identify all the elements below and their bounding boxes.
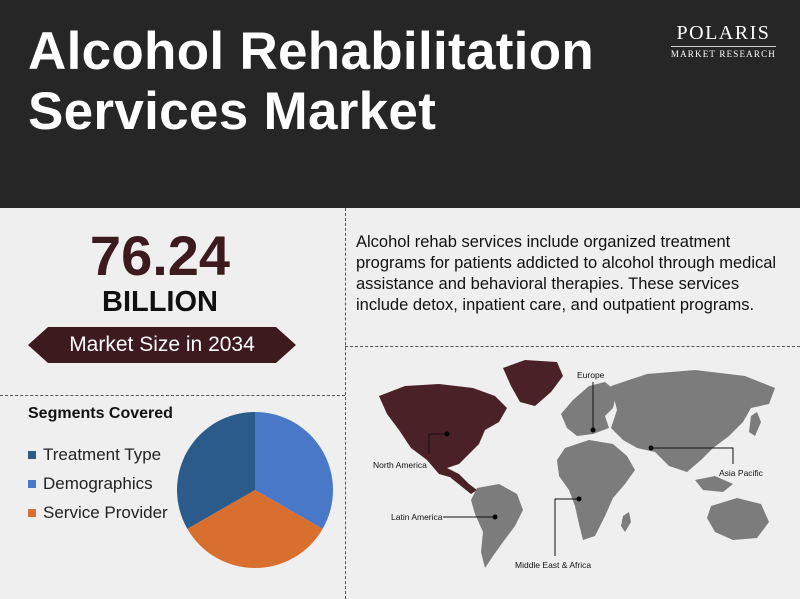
legend-item: Service Provider bbox=[28, 498, 168, 527]
polaris-logo: POLARIS MARKET RESEARCH bbox=[670, 22, 776, 59]
australia-shape bbox=[707, 498, 769, 540]
leader-middle-east-africa bbox=[554, 498, 579, 556]
label-middle-east-africa: Middle East & Africa bbox=[515, 560, 591, 570]
japan-shape bbox=[749, 412, 761, 436]
leader-north-america bbox=[428, 433, 447, 454]
callout-europe: Europe bbox=[577, 370, 605, 433]
legend-label: Demographics bbox=[43, 473, 153, 493]
callout-latin-america: Latin America bbox=[391, 512, 498, 522]
pie-slice-demographics bbox=[255, 412, 333, 529]
africa-shape bbox=[557, 440, 635, 540]
legend-item: Treatment Type bbox=[28, 440, 168, 469]
vertical-divider bbox=[345, 208, 346, 599]
market-size-banner: Market Size in 2034 bbox=[28, 327, 296, 363]
header-banner: Alcohol Rehabilitation Services Market P… bbox=[0, 0, 800, 208]
label-latin-america: Latin America bbox=[391, 512, 443, 522]
legend-swatch bbox=[28, 450, 36, 459]
legend-item: Demographics bbox=[28, 469, 168, 498]
central-america-shape bbox=[447, 468, 477, 494]
legend-swatch bbox=[28, 479, 36, 488]
legend-label: Treatment Type bbox=[43, 444, 162, 464]
pie-slice-treatment-type bbox=[177, 412, 255, 529]
logo-name: POLARIS bbox=[676, 22, 771, 44]
segments-title: Segments Covered bbox=[28, 405, 173, 422]
logo-subtitle: MARKET RESEARCH bbox=[670, 49, 776, 59]
legend-label: Service Provider bbox=[43, 502, 168, 522]
market-description: Alcohol rehab services include organized… bbox=[356, 233, 777, 314]
leader-asia-pacific bbox=[651, 447, 734, 464]
callout-asia-pacific: Asia Pacific bbox=[648, 445, 764, 478]
right-horizontal-divider bbox=[345, 346, 800, 347]
callout-north-america: North America bbox=[373, 431, 450, 470]
southeast-asia-islands-shape bbox=[695, 476, 733, 492]
label-europe: Europe bbox=[577, 370, 605, 380]
callout-middle-east-africa: Middle East & Africa bbox=[515, 496, 591, 570]
label-asia-pacific: Asia Pacific bbox=[719, 468, 764, 478]
pie-slice-service-provider bbox=[187, 490, 323, 568]
madagascar-shape bbox=[621, 512, 631, 532]
market-unit: BILLION bbox=[102, 286, 218, 318]
north-america-shape bbox=[379, 384, 507, 478]
page-title: Alcohol Rehabilitation Services Market bbox=[28, 22, 594, 142]
europe-shape bbox=[561, 382, 617, 436]
legend-swatch bbox=[28, 508, 36, 517]
south-america-shape bbox=[471, 484, 523, 568]
left-horizontal-divider bbox=[0, 395, 345, 396]
label-north-america: North America bbox=[373, 460, 427, 470]
world-map: North America Europe Asia Pacific Latin … bbox=[373, 360, 775, 570]
logo-divider bbox=[670, 46, 776, 47]
title-line-1: Alcohol Rehabilitation bbox=[28, 22, 595, 81]
segments-legend: Treatment Type Demographics Service Provid… bbox=[28, 440, 168, 527]
market-size-label: Market Size in 2034 bbox=[69, 333, 255, 356]
market-value: 76.24 bbox=[89, 224, 231, 287]
title-line-2: Services Market bbox=[28, 82, 437, 141]
greenland-shape bbox=[503, 360, 563, 406]
segments-pie-chart bbox=[177, 412, 333, 568]
